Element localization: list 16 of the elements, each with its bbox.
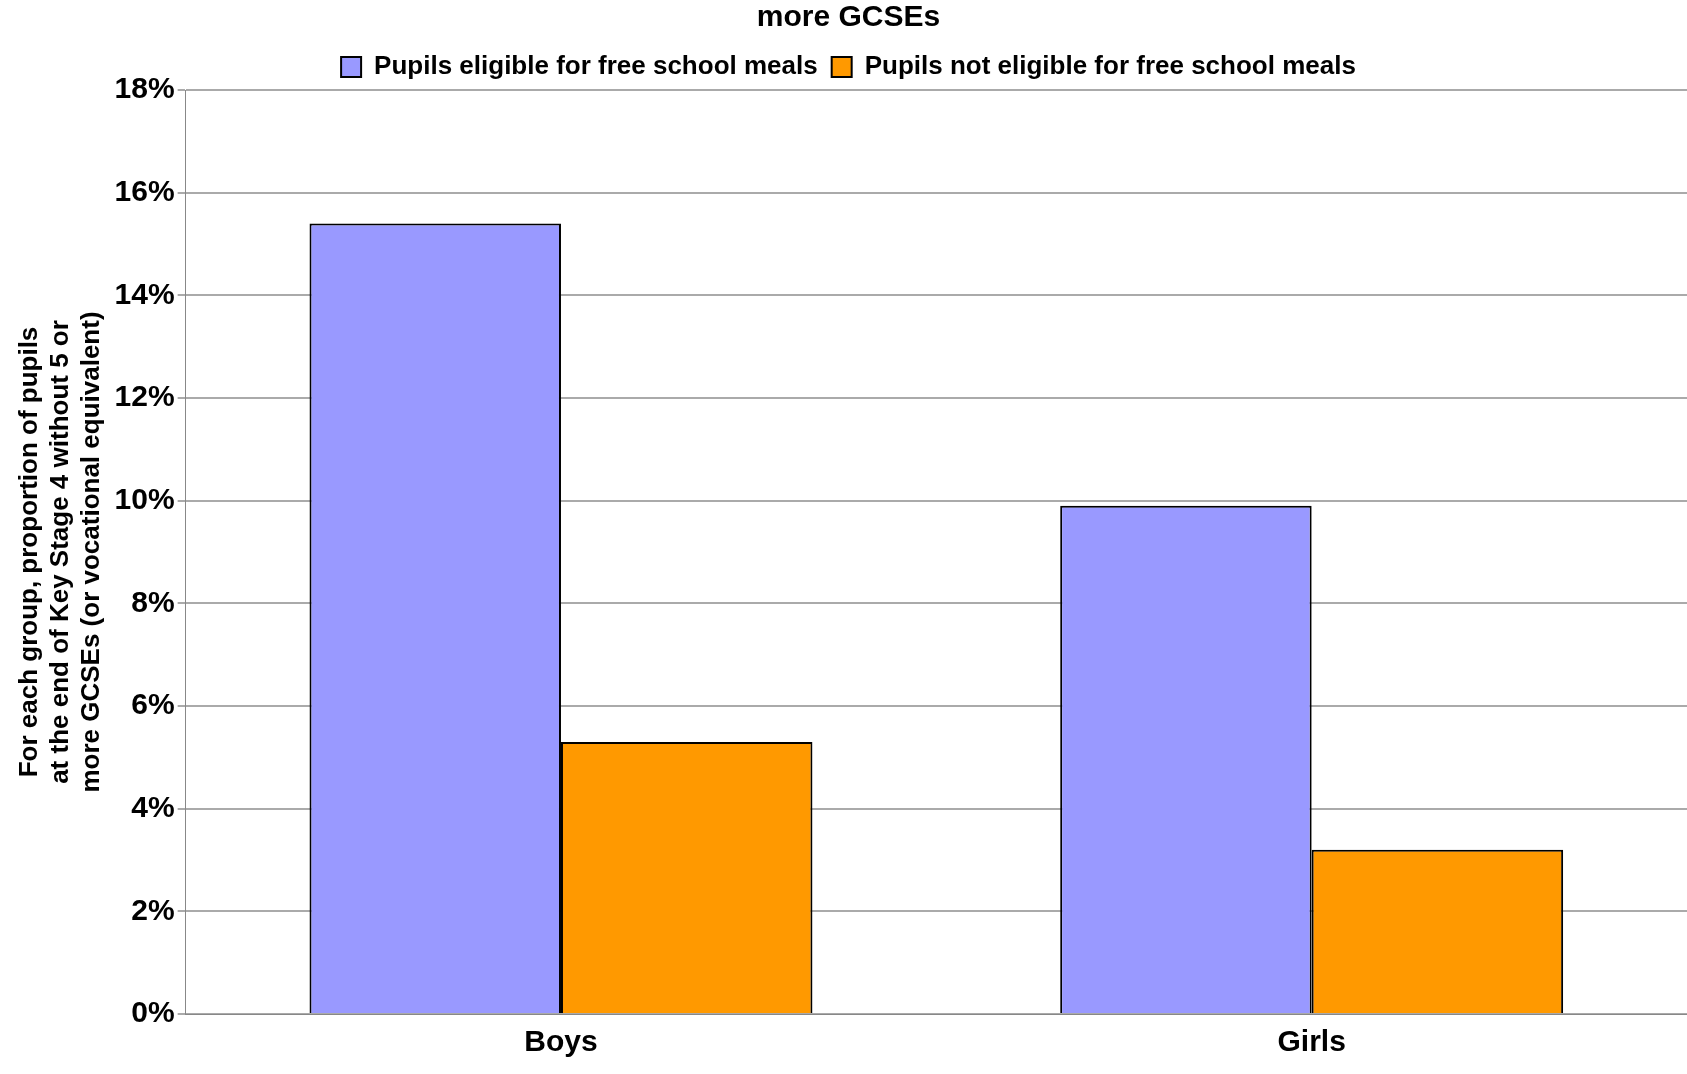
y-tick-label: 12% <box>114 379 175 413</box>
y-axis-title: For each group, proportion of pupils at the end of Key Stage 4 without 5 or more GCSEs (or vocational equivalent) <box>12 311 106 793</box>
y-tick-label: 8% <box>131 584 175 618</box>
y-tick-label: 18% <box>114 71 175 105</box>
x-tick-label: Boys <box>524 1024 598 1058</box>
x-tick-label: Girls <box>1277 1024 1346 1058</box>
y-tick-label: 0% <box>131 995 175 1029</box>
y-tick-label: 4% <box>131 789 175 823</box>
y-tick-label: 14% <box>114 276 175 310</box>
y-tick-label: 16% <box>114 173 175 207</box>
legend-label: Pupils not eligible for free school meals <box>864 50 1356 81</box>
y-tick-label: 2% <box>131 892 175 926</box>
y-tick-label: 10% <box>114 481 175 515</box>
y-tick-label: 6% <box>131 687 175 721</box>
legend-label: Pupils eligible for free school meals <box>374 50 818 81</box>
chart-title: more GCSEs <box>756 0 941 33</box>
